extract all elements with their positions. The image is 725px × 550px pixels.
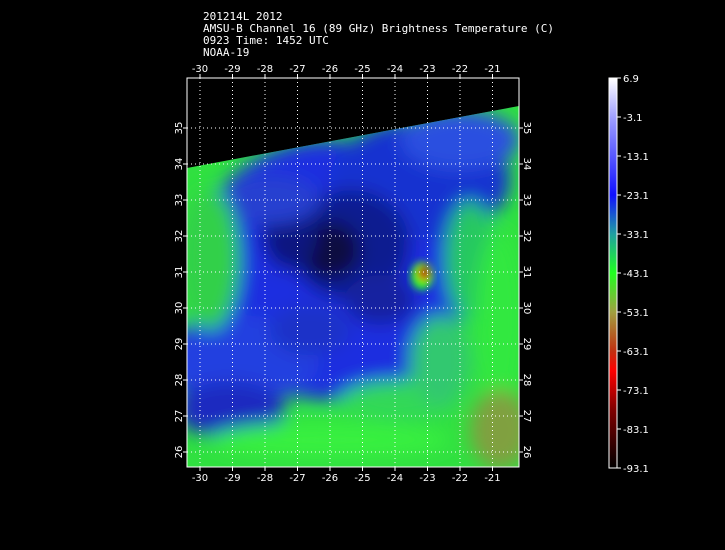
- lat-tick-label-left: 29: [174, 338, 185, 351]
- lon-tick-label-top: -23: [419, 64, 435, 75]
- lon-tick-label-bottom: -26: [322, 473, 338, 484]
- colorbar-label: -73.1: [623, 386, 649, 397]
- colorbar-label: -53.1: [623, 308, 649, 319]
- lon-tick-label-bottom: -23: [419, 473, 435, 484]
- colorbar-label: -33.1: [623, 230, 649, 241]
- colorbar-label: -83.1: [623, 425, 649, 436]
- lat-tick-label-left: 28: [174, 374, 185, 387]
- lon-axis-bottom: -30 -29 -28 -27 -26 -25 -24 -23 -22 -21: [192, 467, 501, 484]
- lat-axis-right: 26 27 28 29 30 31 32 33 34 35: [519, 122, 532, 459]
- lon-axis-top: -30 -29 -28 -27 -26 -25 -24 -23 -22 -21: [192, 64, 501, 78]
- lon-tick-label-top: -30: [192, 64, 208, 75]
- lat-tick-label-right: 33: [521, 194, 532, 207]
- lat-tick-label-left: 26: [174, 446, 185, 459]
- colorbar-label: -23.1: [623, 191, 649, 202]
- lat-lon-grid: [187, 78, 519, 467]
- lat-tick-label-right: 29: [521, 338, 532, 351]
- lat-tick-label-left: 31: [174, 266, 185, 279]
- lon-tick-label-bottom: -27: [289, 473, 305, 484]
- lon-tick-label-bottom: -25: [354, 473, 370, 484]
- lat-tick-label-left: 33: [174, 194, 185, 207]
- colorbar-label: -93.1: [623, 464, 649, 475]
- lat-tick-label-right: 28: [521, 374, 532, 387]
- lat-tick-label-left: 32: [174, 230, 185, 243]
- lon-tick-label-bottom: -21: [484, 473, 500, 484]
- lat-tick-label-left: 30: [174, 302, 185, 315]
- lat-tick-label-right: 27: [521, 410, 532, 423]
- lat-tick-label-right: 35: [521, 122, 532, 135]
- lat-tick-label-left: 34: [174, 158, 185, 171]
- lon-tick-label-top: -21: [484, 64, 500, 75]
- lat-tick-label-right: 26: [521, 446, 532, 459]
- lon-tick-label-top: -24: [387, 64, 403, 75]
- lon-tick-label-top: -27: [289, 64, 305, 75]
- colorbar-label: -63.1: [623, 347, 649, 358]
- lat-tick-label-left: 27: [174, 410, 185, 423]
- header-time: 0923 Time: 1452 UTC: [203, 34, 329, 47]
- lon-tick-label-bottom: -29: [224, 473, 240, 484]
- lon-tick-label-top: -26: [322, 64, 338, 75]
- colorbar-label: -3.1: [623, 113, 643, 124]
- lon-tick-label-top: -25: [354, 64, 370, 75]
- colorbar-label: 6.9: [623, 74, 639, 85]
- header-satellite: NOAA-19: [203, 46, 250, 59]
- lon-tick-label-top: -22: [452, 64, 468, 75]
- lat-tick-label-left: 35: [174, 122, 185, 135]
- lat-tick-label-right: 34: [521, 158, 532, 171]
- lon-tick-label-bottom: -28: [257, 473, 273, 484]
- lat-tick-label-right: 32: [521, 230, 532, 243]
- lon-tick-label-bottom: -22: [452, 473, 468, 484]
- brightness-temperature-swath: [187, 106, 519, 467]
- header-title: 201214L 2012: [203, 10, 283, 23]
- lon-tick-label-top: -28: [257, 64, 273, 75]
- colorbar-label: -13.1: [623, 152, 649, 163]
- lon-tick-label-bottom: -30: [192, 473, 208, 484]
- colorbar: [608, 77, 618, 469]
- lon-tick-label-top: -29: [224, 64, 240, 75]
- lon-tick-label-bottom: -24: [387, 473, 403, 484]
- colorbar-labels: 6.9 -3.1 -13.1 -23.1 -33.1 -43.1 -53.1 -63.1 -73…: [617, 74, 649, 475]
- lat-axis-left: 26 27 28 29 30 31 32 33 34 35: [174, 122, 187, 459]
- colorbar-label: -43.1: [623, 269, 649, 280]
- lat-tick-label-right: 31: [521, 266, 532, 279]
- lat-tick-label-right: 30: [521, 302, 532, 315]
- header-channel: AMSU-B Channel 16 (89 GHz) Brightness Te…: [203, 22, 554, 35]
